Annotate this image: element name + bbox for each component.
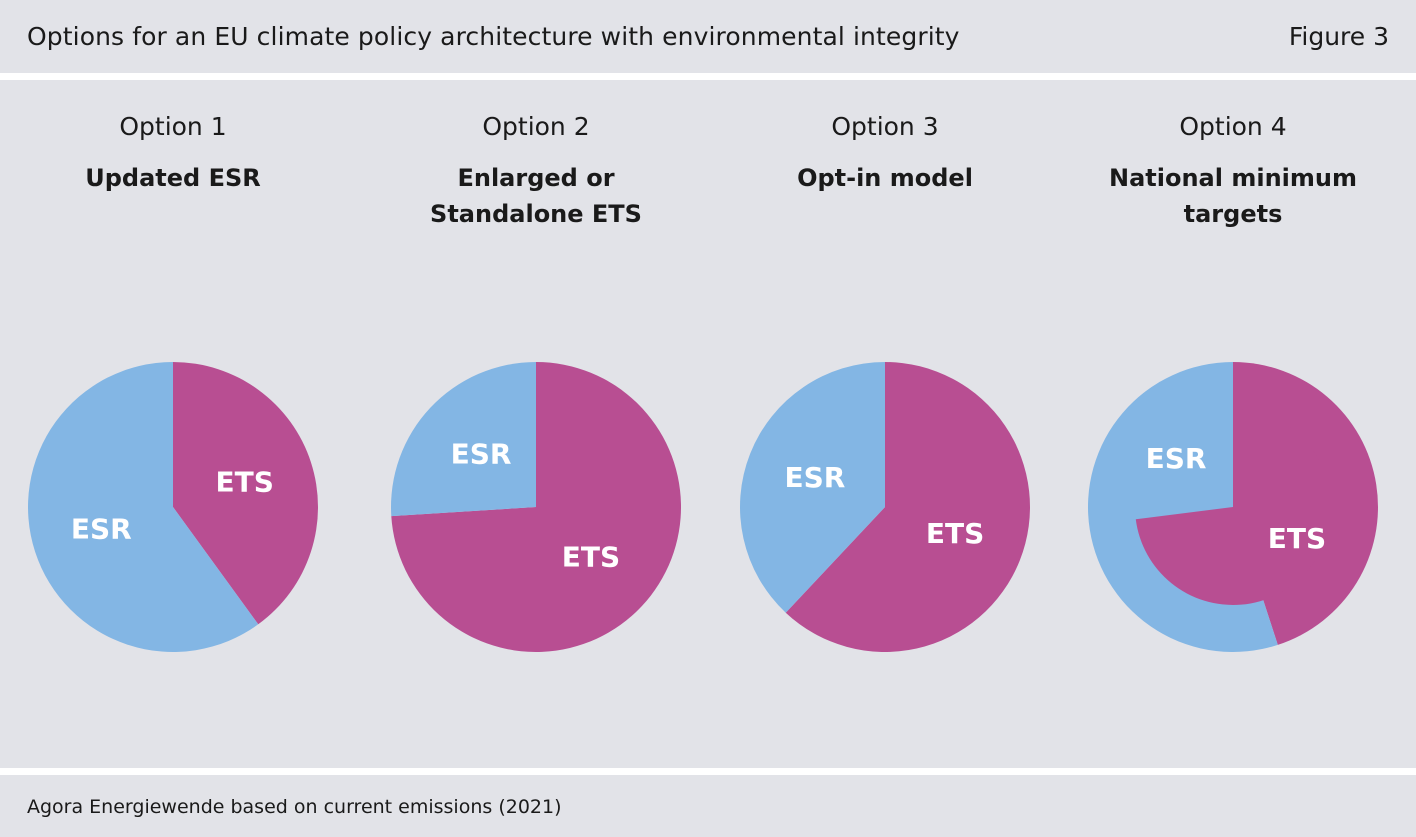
slice-label-ets: ETS [215, 466, 273, 499]
pie-slice-ets [785, 362, 1030, 652]
option-number: Option 1 [119, 112, 227, 141]
option-number: Option 3 [831, 112, 939, 141]
slice-label-esr: ESR [1146, 442, 1207, 475]
slice-label-esr: ESR [451, 437, 512, 470]
option-name: Opt-in model [797, 164, 973, 192]
pie-slice-esr [391, 362, 536, 517]
option-name: National minimum targets [1109, 164, 1357, 228]
pie-slice-esr [739, 362, 885, 613]
figure-title: Options for an EU climate policy archite… [27, 22, 960, 51]
option-2-header: Option 2 Enlarged or Standalone ETS [376, 112, 696, 232]
slice-label-ets: ETS [562, 541, 620, 574]
option-name: Updated ESR [85, 164, 261, 192]
option-name: Enlarged or Standalone ETS [430, 164, 642, 228]
slice-label-ets: ETS [1268, 522, 1326, 555]
pie-inner-slice-ets [1135, 409, 1331, 605]
pie-slice-esr [28, 362, 259, 652]
footer: Agora Energiewende based on current emis… [0, 775, 1416, 837]
option-number: Option 2 [482, 112, 590, 141]
figure-number: Figure 3 [1288, 22, 1389, 51]
slice-label-esr: ESR [71, 512, 132, 545]
option-1-header: Option 1 Updated ESR [13, 112, 333, 196]
option-4-header: Option 4 National minimum targets [1073, 112, 1393, 232]
source-note: Agora Energiewende based on current emis… [27, 796, 562, 818]
slice-label-ets: ETS [926, 517, 984, 550]
option-number: Option 4 [1179, 112, 1287, 141]
pie-slice-ets [173, 362, 319, 625]
header: Options for an EU climate policy archite… [0, 0, 1416, 73]
slice-label-esr: ESR [784, 461, 845, 494]
option-3-header: Option 3 Opt-in model [725, 112, 1045, 196]
pie-slice-ets [391, 362, 682, 652]
